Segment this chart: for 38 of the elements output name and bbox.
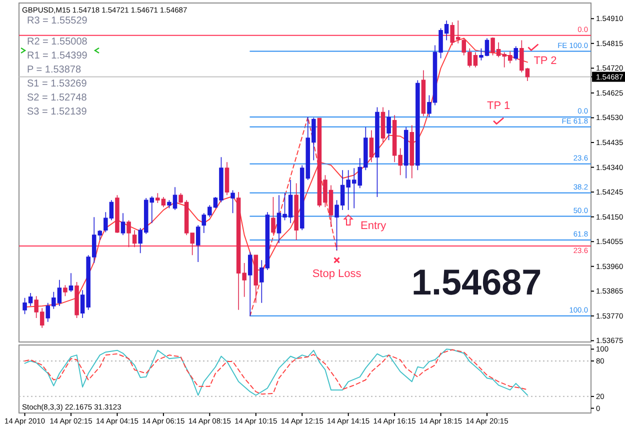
candlestick	[421, 70, 426, 117]
annotation: P = 1.53878	[27, 64, 82, 76]
candlestick	[63, 284, 68, 297]
annotation: Entry	[360, 220, 387, 232]
annotation: R2 = 1.55008	[27, 36, 88, 48]
candlestick	[230, 190, 235, 214]
candlestick	[120, 212, 126, 236]
annotation: S3 = 1.52139	[27, 106, 88, 118]
candlestick	[126, 220, 131, 248]
candlestick	[300, 164, 304, 231]
annotation: 1.54687	[412, 262, 542, 303]
candlestick	[416, 80, 420, 171]
candlestick	[132, 230, 137, 248]
candlestick	[248, 252, 252, 316]
candlestick	[386, 110, 391, 141]
candlestick	[74, 282, 79, 318]
candlestick	[410, 124, 414, 179]
candlestick	[294, 182, 298, 240]
candlestick	[224, 162, 230, 196]
candlestick	[150, 196, 154, 224]
candlestick	[115, 194, 120, 234]
candlestick	[380, 106, 386, 143]
annotation: TP 2	[534, 55, 557, 68]
annotation: R3 = 1.55529	[27, 16, 88, 26]
candlestick	[196, 224, 200, 262]
candlestick	[514, 46, 518, 61]
annotation: TP 1	[487, 100, 510, 112]
candlestick	[68, 272, 74, 292]
candlestick	[271, 196, 276, 234]
annotation: S1 = 1.53269	[27, 78, 88, 90]
candlestick	[369, 130, 374, 162]
annotation: S2 = 1.52748	[27, 92, 88, 104]
candlestick	[375, 106, 380, 198]
candlestick	[404, 126, 408, 179]
annotation: Stop Loss	[312, 268, 362, 280]
annotation: R1 = 1.54399	[27, 50, 88, 62]
candlestick	[98, 230, 102, 240]
candlestick	[254, 254, 258, 304]
